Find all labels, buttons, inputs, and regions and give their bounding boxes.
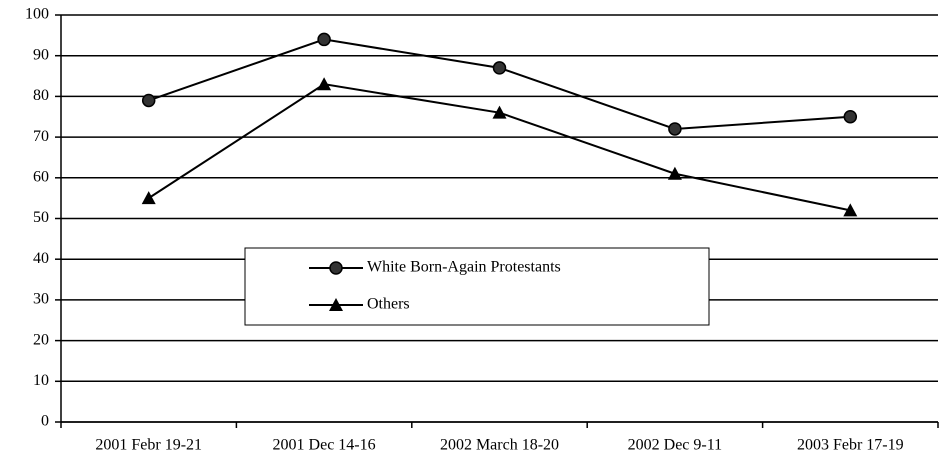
y-tick-label: 40 — [33, 250, 49, 267]
marker — [317, 32, 331, 47]
y-tick-label: 90 — [33, 46, 49, 63]
x-tick-label: 2001 Febr 19-21 — [95, 437, 202, 454]
marker — [329, 261, 343, 275]
y-tick-label: 70 — [33, 128, 49, 145]
y-tick-label: 60 — [33, 168, 49, 185]
y-tick-label: 10 — [33, 372, 49, 389]
marker — [492, 61, 507, 75]
x-tick-label: 2001 Dec 14-16 — [273, 437, 376, 454]
series-line — [148, 83, 851, 212]
legend-label: White Born-Again Protestants — [367, 259, 561, 276]
x-tick-label: 2002 March 18-20 — [440, 437, 559, 454]
y-tick-label: 30 — [33, 291, 49, 308]
x-tick-label: 2002 Dec 9-11 — [628, 437, 723, 454]
legend-label: Others — [367, 296, 410, 313]
marker — [492, 105, 507, 119]
marker — [668, 122, 682, 136]
y-tick-label: 20 — [33, 331, 49, 348]
y-tick-label: 80 — [33, 87, 49, 104]
marker — [141, 93, 156, 108]
marker — [843, 110, 858, 124]
marker — [141, 191, 156, 205]
marker — [667, 166, 682, 180]
marker — [317, 77, 332, 91]
x-tick-label: 2003 Febr 17-19 — [797, 437, 904, 454]
marker — [843, 203, 858, 217]
legend-box — [244, 247, 710, 326]
y-tick-label: 100 — [25, 6, 49, 23]
marker — [329, 298, 343, 311]
y-tick-label: 0 — [41, 413, 49, 430]
y-tick-label: 50 — [33, 209, 49, 226]
